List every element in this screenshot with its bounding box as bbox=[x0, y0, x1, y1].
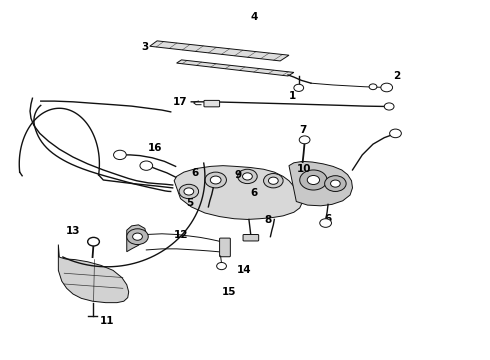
Circle shape bbox=[299, 136, 310, 144]
Text: 4: 4 bbox=[250, 12, 257, 22]
Text: 11: 11 bbox=[100, 316, 115, 325]
Text: 2: 2 bbox=[393, 71, 400, 81]
Text: 16: 16 bbox=[147, 143, 162, 153]
Circle shape bbox=[390, 129, 401, 138]
Text: 7: 7 bbox=[299, 125, 306, 135]
Text: 8: 8 bbox=[265, 215, 272, 225]
Text: 15: 15 bbox=[222, 287, 237, 297]
Circle shape bbox=[331, 180, 340, 187]
Polygon shape bbox=[127, 225, 147, 252]
Circle shape bbox=[384, 103, 394, 110]
Polygon shape bbox=[58, 244, 129, 303]
Circle shape bbox=[369, 84, 377, 90]
FancyBboxPatch shape bbox=[243, 234, 259, 241]
Circle shape bbox=[320, 219, 331, 227]
Text: 9: 9 bbox=[234, 170, 241, 180]
Circle shape bbox=[205, 172, 226, 188]
Text: 17: 17 bbox=[173, 97, 188, 107]
FancyBboxPatch shape bbox=[220, 238, 230, 257]
Circle shape bbox=[184, 188, 194, 195]
Polygon shape bbox=[289, 161, 352, 206]
Text: 5: 5 bbox=[187, 198, 194, 208]
Circle shape bbox=[140, 161, 153, 170]
Circle shape bbox=[133, 233, 143, 240]
Text: 6: 6 bbox=[324, 215, 332, 224]
Circle shape bbox=[114, 150, 126, 159]
Circle shape bbox=[217, 262, 226, 270]
Text: 6: 6 bbox=[250, 188, 257, 198]
Polygon shape bbox=[174, 166, 303, 220]
Text: 3: 3 bbox=[141, 42, 148, 52]
Text: 13: 13 bbox=[66, 226, 80, 236]
Circle shape bbox=[294, 84, 304, 91]
Text: 10: 10 bbox=[296, 164, 311, 174]
Circle shape bbox=[238, 169, 257, 184]
Circle shape bbox=[325, 176, 346, 192]
Circle shape bbox=[300, 170, 327, 190]
Circle shape bbox=[264, 174, 283, 188]
Circle shape bbox=[243, 173, 252, 180]
Text: 14: 14 bbox=[237, 265, 251, 275]
FancyBboxPatch shape bbox=[204, 100, 220, 107]
Text: 12: 12 bbox=[174, 230, 189, 239]
Circle shape bbox=[269, 177, 278, 184]
Polygon shape bbox=[176, 60, 294, 76]
Text: 1: 1 bbox=[289, 91, 296, 101]
Circle shape bbox=[210, 176, 221, 184]
Polygon shape bbox=[150, 41, 289, 61]
Text: 6: 6 bbox=[192, 168, 199, 178]
Circle shape bbox=[179, 184, 198, 199]
Circle shape bbox=[88, 237, 99, 246]
Circle shape bbox=[127, 229, 148, 244]
Circle shape bbox=[381, 83, 392, 92]
Circle shape bbox=[307, 175, 319, 185]
